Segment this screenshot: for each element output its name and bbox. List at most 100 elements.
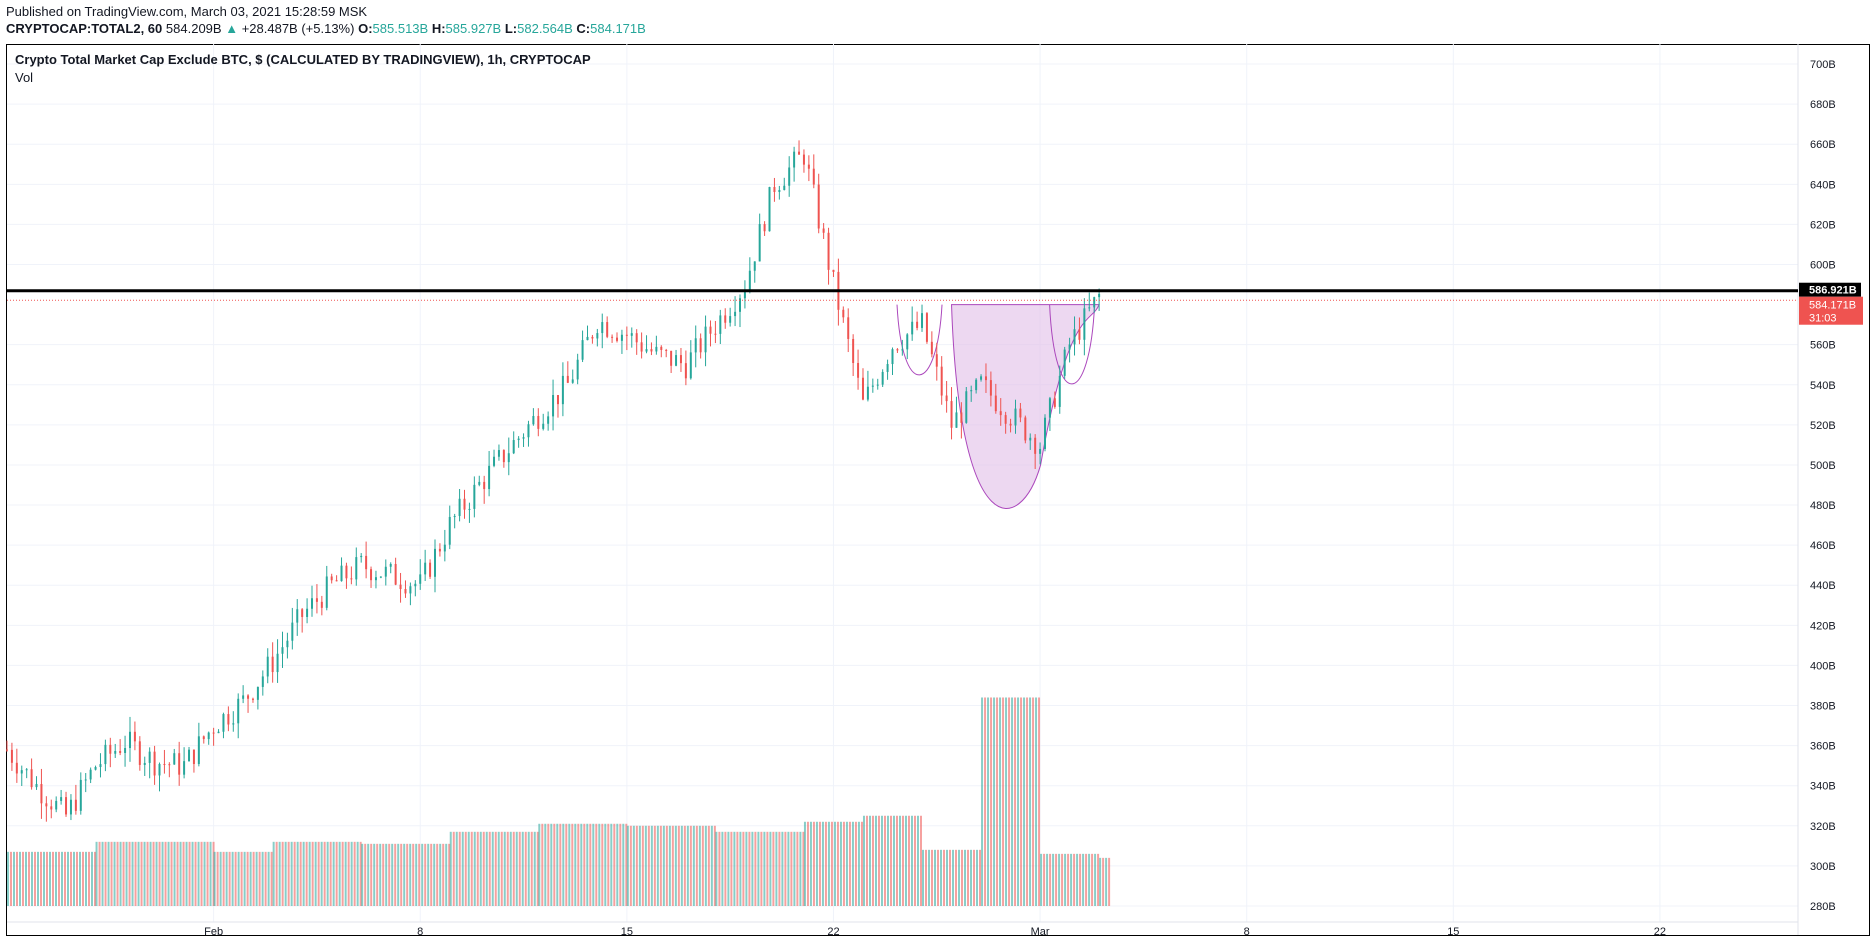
volume-bar bbox=[589, 823, 592, 906]
volume-bar bbox=[391, 843, 394, 906]
volume-bar bbox=[778, 831, 781, 906]
volume-bar bbox=[689, 825, 692, 906]
x-tick-label: 22 bbox=[1654, 926, 1666, 938]
volume-bar bbox=[1058, 853, 1061, 906]
volume-bar bbox=[760, 831, 763, 906]
volume-bar bbox=[556, 823, 559, 906]
candle-body bbox=[104, 744, 107, 765]
volume-bar bbox=[467, 831, 470, 906]
chart-frame[interactable] bbox=[6, 44, 1870, 936]
y-tick-label: 440B bbox=[1810, 580, 1836, 592]
volume-bar bbox=[1020, 697, 1023, 906]
volume-bar bbox=[43, 851, 45, 906]
volume-bar bbox=[1005, 697, 1008, 906]
volume-bar bbox=[895, 815, 898, 906]
candle-body bbox=[89, 769, 92, 780]
candle-body bbox=[261, 676, 264, 687]
volume-bar bbox=[937, 849, 940, 906]
volume-bar bbox=[213, 851, 216, 906]
candle-body bbox=[965, 391, 968, 423]
volume-bar bbox=[527, 831, 530, 906]
volume-bar bbox=[61, 851, 63, 906]
level-badge-text: 586.921B bbox=[1809, 285, 1857, 297]
candle-body bbox=[188, 749, 191, 762]
volume-bar bbox=[644, 825, 647, 906]
volume-bar bbox=[149, 841, 152, 906]
volume-bar bbox=[692, 825, 695, 906]
candle-body bbox=[714, 333, 717, 335]
volume-bar bbox=[901, 815, 904, 906]
candle-body bbox=[802, 154, 805, 165]
volume-bar bbox=[464, 831, 467, 906]
high-label: H: bbox=[431, 21, 446, 36]
candle-body bbox=[443, 544, 446, 552]
volume-bar bbox=[1079, 853, 1082, 906]
volume-bar bbox=[538, 823, 541, 906]
volume-bar bbox=[146, 841, 149, 906]
volume-bar bbox=[913, 815, 916, 906]
volume-bar bbox=[382, 843, 385, 906]
volume-bar bbox=[601, 823, 604, 906]
candle-body bbox=[163, 763, 166, 765]
volume-bar bbox=[851, 821, 854, 906]
candle-body bbox=[807, 164, 810, 169]
candle-body bbox=[738, 298, 741, 312]
volume-bar bbox=[955, 849, 958, 906]
volume-bar bbox=[830, 821, 833, 906]
candle-body bbox=[355, 557, 358, 580]
volume-bar bbox=[470, 831, 473, 906]
volume-bar bbox=[70, 851, 72, 906]
candle-body bbox=[330, 576, 333, 581]
volume-bar bbox=[818, 821, 821, 906]
candle-body bbox=[69, 799, 72, 815]
candle-body bbox=[114, 750, 117, 754]
volume-bar bbox=[55, 851, 57, 906]
volume-bar bbox=[28, 851, 30, 906]
candle-body bbox=[50, 806, 53, 810]
candle-body bbox=[178, 753, 181, 775]
volume-bar bbox=[857, 821, 860, 906]
volume-bar bbox=[958, 849, 961, 906]
volume-bar bbox=[427, 843, 430, 906]
open-value: 585.513B bbox=[372, 21, 429, 36]
y-tick-label: 660B bbox=[1810, 139, 1836, 151]
volume-bar bbox=[64, 851, 66, 906]
low-label: L: bbox=[504, 21, 518, 36]
volume-bar bbox=[842, 821, 845, 906]
chart-title: Crypto Total Market Cap Exclude BTC, $ (… bbox=[15, 52, 591, 67]
candle-body bbox=[335, 580, 338, 582]
volume-bar bbox=[1088, 853, 1091, 906]
volume-bar bbox=[530, 831, 533, 906]
volume-bar bbox=[91, 851, 93, 906]
volume-bar bbox=[461, 831, 464, 906]
candle-body bbox=[370, 569, 373, 581]
volume-bar bbox=[173, 841, 176, 906]
candle-body bbox=[852, 338, 855, 364]
volume-bar bbox=[898, 815, 901, 906]
candle-body bbox=[153, 751, 156, 776]
candle-body bbox=[906, 334, 909, 350]
grid-lines bbox=[7, 44, 1798, 922]
volume-bar bbox=[518, 831, 521, 906]
volume-bar bbox=[574, 823, 577, 906]
volume-bar bbox=[799, 831, 802, 906]
left-handle bbox=[896, 304, 943, 376]
volume-bar bbox=[833, 821, 836, 906]
volume-bar bbox=[222, 851, 225, 906]
volume-bar bbox=[52, 851, 54, 906]
volume-bar bbox=[258, 851, 261, 906]
candle-body bbox=[133, 731, 136, 742]
volume-bar bbox=[125, 841, 128, 906]
volume-bar bbox=[37, 851, 39, 906]
candle-body bbox=[689, 352, 692, 379]
candle-body bbox=[128, 731, 131, 749]
candle-body bbox=[522, 437, 525, 439]
volume-bar bbox=[824, 821, 827, 906]
volume-bar bbox=[482, 831, 485, 906]
volume-bar bbox=[721, 831, 724, 906]
volume-bar bbox=[745, 831, 748, 906]
candle-body bbox=[384, 566, 387, 577]
volume-bar bbox=[625, 823, 628, 906]
volume-bar bbox=[701, 825, 704, 906]
